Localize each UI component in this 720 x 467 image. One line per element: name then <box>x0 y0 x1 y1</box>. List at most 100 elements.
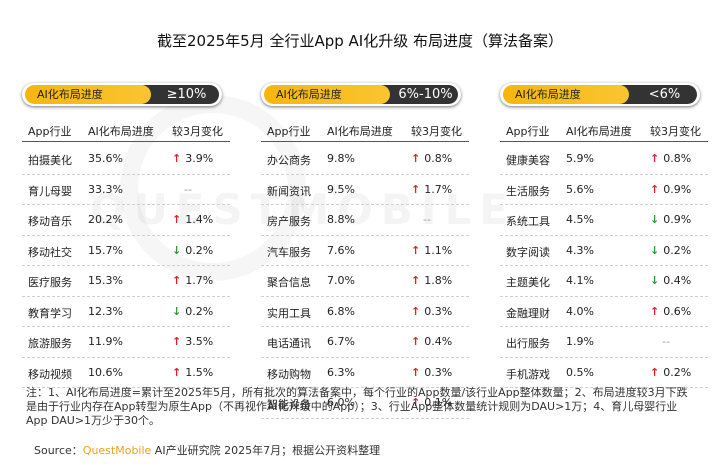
change-cell: ↑ 0.8% <box>650 152 691 165</box>
change-value: 1.7% <box>185 274 214 287</box>
table-row: 出行服务 1.9% -- <box>500 327 708 358</box>
source-brand: QuestMobile <box>82 444 152 457</box>
progress-cell: 11.9% <box>88 335 123 348</box>
change-value: 1.5% <box>185 365 214 379</box>
arrow-up-icon: ↑ <box>650 304 660 318</box>
change-cell: ↑ 0.8% <box>411 152 452 165</box>
industry-cell: 生活服务 <box>506 184 550 198</box>
table-row: 新闻资讯 9.5% ↑ 1.7% <box>261 175 469 205</box>
progress-cell: 6.3% <box>327 365 355 379</box>
range-pill: <6% AI化布局进度 <box>500 83 700 106</box>
arrow-up-icon: ↑ <box>411 335 421 348</box>
industry-cell: 健康美容 <box>506 154 550 167</box>
progress-cell: 10.6% <box>88 365 123 379</box>
arrow-down-icon: ↓ <box>650 274 660 287</box>
change-cell: ↑ 1.7% <box>411 183 452 196</box>
progress-cell: 6.0% <box>327 396 355 409</box>
industry-cell: 教育学习 <box>28 306 72 320</box>
range-pill: ≥10% AI化布局进度 <box>22 83 222 106</box>
change-cell: ↓ 0.9% <box>650 213 691 226</box>
table-row: 电话通讯 6.7% ↑ 0.4% <box>261 327 469 358</box>
progress-cell: 4.0% <box>566 304 594 318</box>
range-label: <6% <box>610 85 697 104</box>
table-row: 智能设备 6.0% ↑ 0.1% <box>261 388 469 419</box>
change-cell: ↓ 0.2% <box>172 305 213 318</box>
industry-cell: 办公商务 <box>267 154 311 167</box>
change-value: 0.4% <box>424 335 453 348</box>
arrow-up-icon: ↑ <box>650 365 660 379</box>
table-row: 拍摄美化 35.6% ↑ 3.9% <box>22 144 230 175</box>
change-cell: ↑ 0.3% <box>411 366 452 379</box>
change-value: 0.4% <box>663 274 692 287</box>
change-value: 0.2% <box>185 243 214 257</box>
table-row: 系统工具 4.5% ↓ 0.9% <box>500 205 708 236</box>
panel-3: <6% AI化布局进度 App行业 AI化布局进度 较3月变化 健康美容 5.9%… <box>500 70 708 388</box>
table-row: 房产服务 8.8% -- <box>261 205 469 236</box>
table-row: 数字阅读 4.3% ↓ 0.2% <box>500 236 708 266</box>
header-progress: AI化布局进度 <box>566 125 632 138</box>
progress-cell: 35.6% <box>88 152 123 165</box>
header-change: 较3月变化 <box>172 125 223 138</box>
change-cell: ↑ 0.6% <box>650 305 691 318</box>
industry-cell: 移动社交 <box>28 245 72 259</box>
change-cell: ↓ 0.4% <box>650 274 691 287</box>
progress-cell: 1.9% <box>566 335 594 348</box>
progress-cell: 5.9% <box>566 152 594 165</box>
progress-cell: 6.7% <box>327 335 355 348</box>
industry-cell: 汽车服务 <box>267 245 311 259</box>
table-row: 聚合信息 7.0% ↑ 1.8% <box>261 266 469 297</box>
watermark: QUESTMOBILE <box>90 185 516 234</box>
table-rows: 拍摄美化 35.6% ↑ 3.9% 育儿母婴 33.3% -- 移动音乐 20.2% ↑ 1.4% 移… <box>22 144 230 388</box>
header-industry: App行业 <box>28 125 72 138</box>
change-cell: -- <box>662 335 670 348</box>
progress-cell: 20.2% <box>88 213 123 226</box>
arrow-up-icon: ↑ <box>172 274 182 287</box>
change-value: 0.2% <box>663 243 692 257</box>
change-value: 1.8% <box>424 274 453 287</box>
header-change: 较3月变化 <box>411 125 462 138</box>
industry-cell: 系统工具 <box>506 215 550 228</box>
change-value: -- <box>423 213 431 226</box>
page-title: 截至2025年5月 全行业App AI化升级 布局进度（算法备案） <box>156 32 563 50</box>
arrow-down-icon: ↓ <box>650 213 660 226</box>
arrow-up-icon: ↑ <box>172 213 182 226</box>
change-value: 1.7% <box>424 182 453 196</box>
header-change: 较3月变化 <box>650 125 701 138</box>
change-value: 0.9% <box>663 213 692 226</box>
progress-cell: 0.5% <box>566 365 594 379</box>
change-value: 0.9% <box>663 182 692 196</box>
change-value: 0.2% <box>185 304 214 318</box>
table-header: App行业 AI化布局进度 较3月变化 <box>22 117 230 142</box>
table-row: 生活服务 5.6% ↑ 0.9% <box>500 175 708 205</box>
industry-cell: 育儿母婴 <box>28 184 72 198</box>
header-progress: AI化布局进度 <box>327 125 393 138</box>
table-row: 金融理财 4.0% ↑ 0.6% <box>500 297 708 327</box>
industry-cell: 出行服务 <box>506 337 550 350</box>
table-rows: 办公商务 9.8% ↑ 0.8% 新闻资讯 9.5% ↑ 1.7% 房产服务 8.8% -- 汽车服务… <box>261 144 469 419</box>
change-cell: ↑ 1.7% <box>172 274 213 287</box>
arrow-up-icon: ↑ <box>411 396 421 409</box>
change-cell: ↑ 1.1% <box>411 244 452 257</box>
progress-cell: 15.3% <box>88 274 123 287</box>
table-header: App行业 AI化布局进度 较3月变化 <box>500 117 708 142</box>
arrow-up-icon: ↑ <box>650 152 660 165</box>
change-cell: ↑ 0.2% <box>650 366 691 379</box>
change-cell: ↑ 3.9% <box>172 152 213 165</box>
panel-2: 6%-10% AI化布局进度 App行业 AI化布局进度 较3月变化 办公商务 9… <box>261 70 469 419</box>
industry-cell: 移动音乐 <box>28 215 72 228</box>
industry-cell: 拍摄美化 <box>28 154 72 167</box>
change-cell: ↑ 1.5% <box>172 366 213 379</box>
arrow-down-icon: ↓ <box>172 304 182 318</box>
progress-cell: 4.3% <box>566 243 594 257</box>
industry-cell: 手机游戏 <box>506 367 550 381</box>
table-header: App行业 AI化布局进度 较3月变化 <box>261 117 469 142</box>
arrow-up-icon: ↑ <box>411 182 421 196</box>
arrow-down-icon: ↓ <box>172 243 182 257</box>
progress-cell: 15.7% <box>88 243 123 257</box>
panel-1: ≥10% AI化布局进度 App行业 AI化布局进度 较3月变化 拍摄美化 35.… <box>22 70 230 388</box>
change-value: 0.6% <box>663 304 692 318</box>
industry-cell: 电话通讯 <box>267 337 311 350</box>
industry-cell: 实用工具 <box>267 306 311 320</box>
arrow-up-icon: ↑ <box>411 304 421 318</box>
progress-cell: 4.1% <box>566 274 594 287</box>
